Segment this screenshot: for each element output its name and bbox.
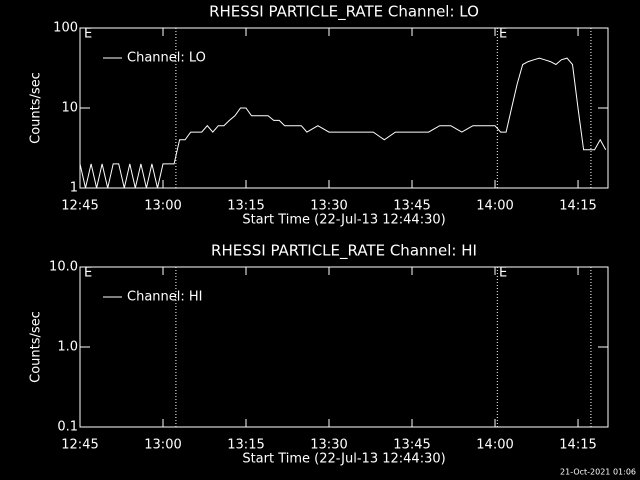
footer: 21-Oct-2021 01:06	[560, 468, 636, 477]
x-tick-label: 13:15	[227, 199, 264, 214]
x-tick-label: 14:00	[476, 199, 513, 214]
x-tick-label: 14:00	[476, 438, 513, 453]
chart-title: RHESSI PARTICLE_RATE Channel: HI	[211, 242, 477, 261]
x-tick-label: 12:45	[61, 199, 98, 214]
x-axis-label: Start Time (22-Jul-13 12:44:30)	[242, 452, 445, 467]
x-tick-label: 13:00	[144, 438, 181, 453]
annotation: E	[84, 27, 92, 42]
x-tick-label: 13:15	[227, 438, 264, 453]
x-tick-label: 13:45	[393, 199, 430, 214]
legend-label: Channel: HI	[127, 290, 203, 305]
x-tick-label: 13:30	[310, 438, 347, 453]
legend-label: Channel: LO	[127, 51, 206, 66]
x-tick-label: 12:45	[61, 438, 98, 453]
x-tick-label: 13:45	[393, 438, 430, 453]
x-axis-label: Start Time (22-Jul-13 12:44:30)	[242, 213, 445, 228]
x-tick-label: 13:30	[310, 199, 347, 214]
y-tick-label: 10	[61, 101, 78, 116]
annotation: E	[499, 266, 507, 281]
x-tick-label: 13:00	[144, 199, 181, 214]
chart-title: RHESSI PARTICLE_RATE Channel: LO	[209, 3, 479, 22]
y-axis-label: Counts/sec	[29, 72, 44, 144]
data-line	[79, 57, 607, 189]
annotation: E	[499, 27, 507, 42]
y-axis-label: Counts/sec	[29, 311, 44, 383]
y-tick-label: 0.1	[57, 420, 78, 435]
y-tick-label: 100	[53, 21, 78, 36]
annotation: E	[84, 266, 92, 281]
x-tick-label: 14:15	[559, 199, 596, 214]
x-tick-label: 14:15	[559, 438, 596, 453]
y-tick-label: 1.0	[57, 340, 78, 355]
y-tick-label: 1	[70, 181, 78, 196]
y-tick-label: 10.0	[49, 260, 78, 275]
